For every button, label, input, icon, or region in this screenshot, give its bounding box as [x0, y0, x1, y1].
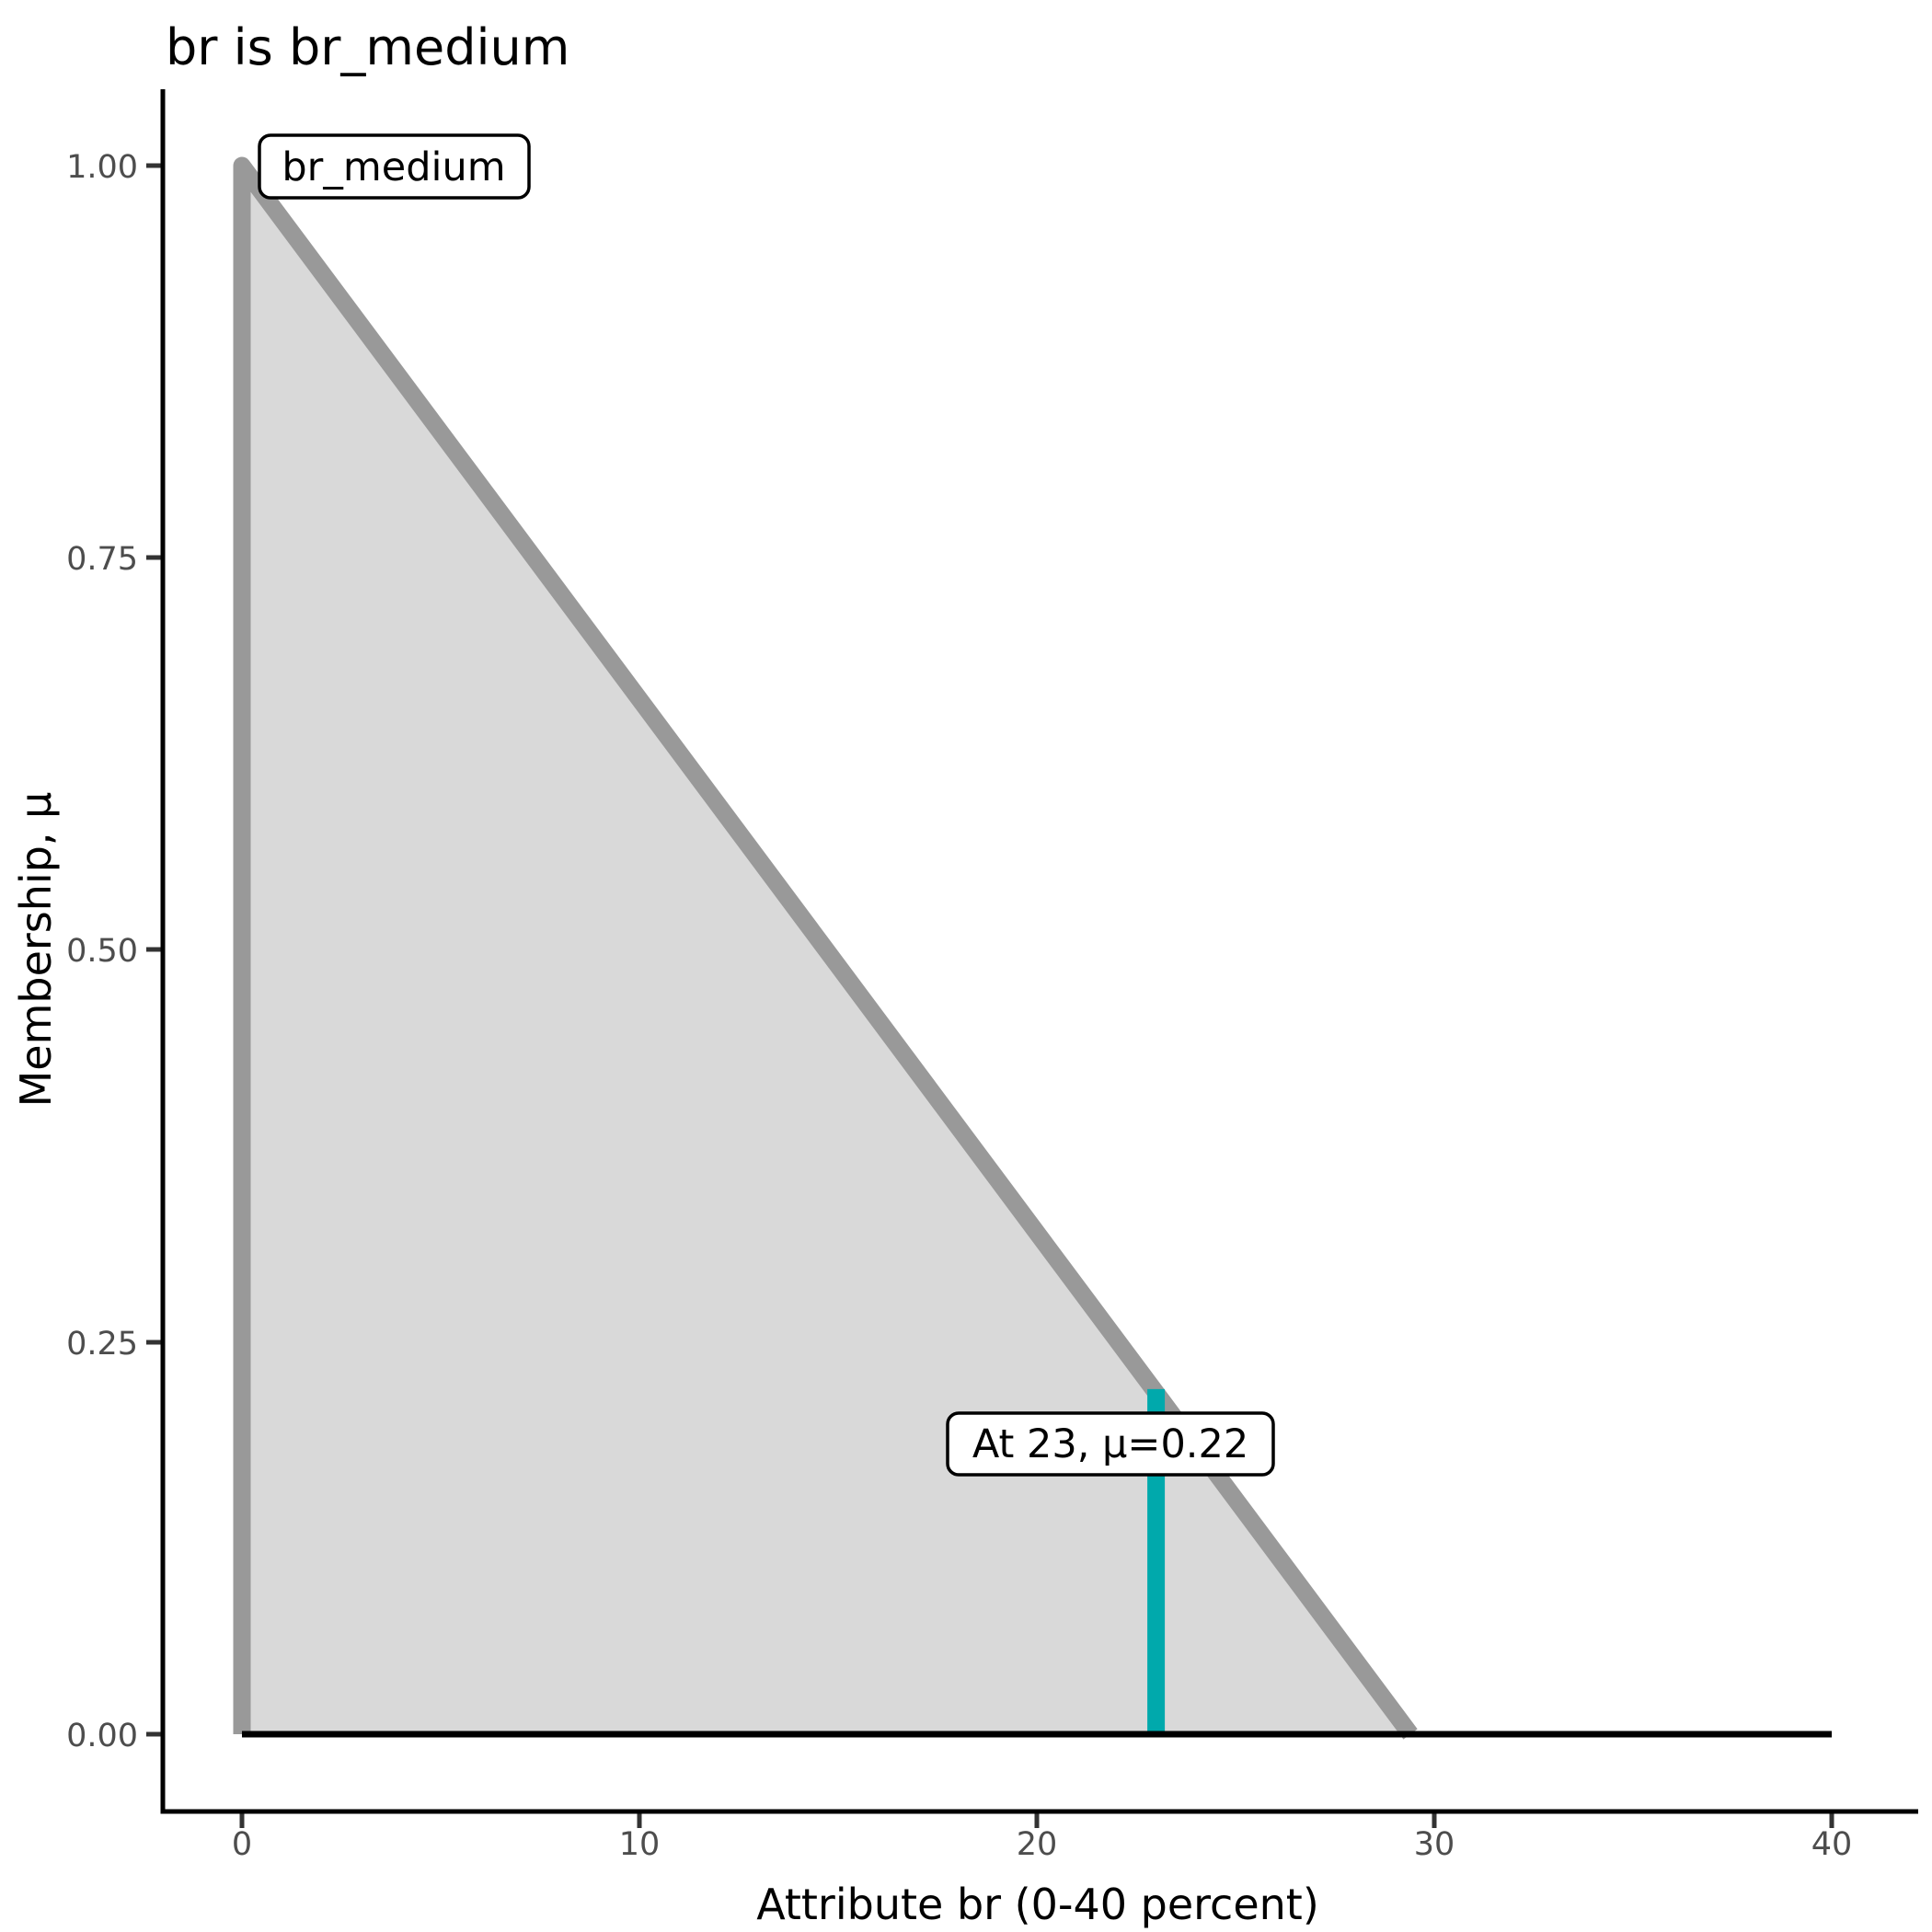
membership-function-layer	[233, 156, 1832, 1740]
x-tick-label: 10	[619, 1826, 661, 1863]
membership-area	[242, 166, 1832, 1734]
y-axis-title: Membership, μ	[11, 792, 61, 1108]
plot-title: br is br_medium	[166, 18, 569, 76]
annotation-layer: br_medium At 23, μ=0.22	[258, 133, 1275, 1477]
crisp-label-text: At 23, μ=0.22	[972, 1421, 1248, 1467]
x-axis-title: Attribute br (0-40 percent)	[756, 1880, 1319, 1929]
y-tick-label: 0.75	[66, 541, 138, 578]
y-tick-label: 1.00	[66, 149, 138, 186]
set-label-text: br_medium	[282, 144, 505, 190]
x-tick-label: 30	[1414, 1826, 1455, 1863]
y-tick-label: 0.00	[66, 1718, 138, 1754]
membership-outline	[233, 156, 1418, 1740]
axes-layer: 1.00 0.75 0.50 0.25 0.00 0 10 20 30 40 A…	[11, 89, 1918, 1929]
set-label-box	[258, 133, 531, 200]
y-tick-label: 0.50	[66, 933, 138, 970]
x-tick-label: 0	[232, 1826, 252, 1863]
x-tick-label: 40	[1811, 1826, 1853, 1863]
x-tick-label: 20	[1017, 1826, 1058, 1863]
y-tick-label: 0.25	[66, 1326, 138, 1363]
crisp-label-box	[946, 1411, 1275, 1477]
